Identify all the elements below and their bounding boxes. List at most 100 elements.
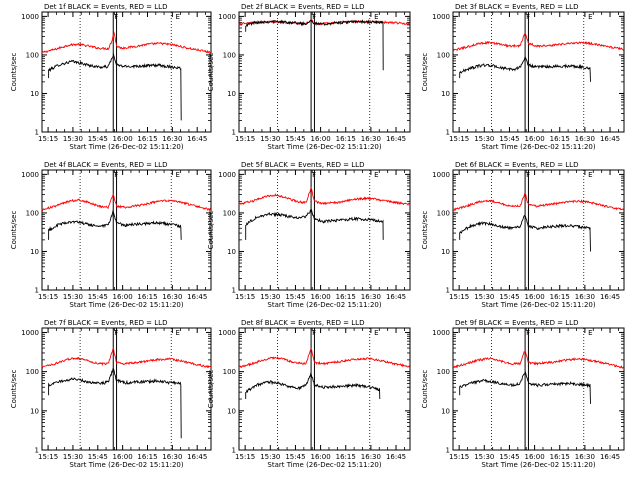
events-series-line [245, 19, 384, 71]
y-tick-label: 100 [26, 368, 39, 376]
x-tick-label: 16:00 [525, 293, 545, 301]
y-tick-label: 10 [30, 407, 39, 415]
y-tick-label: 1000 [21, 329, 39, 337]
events-series-line [245, 208, 384, 240]
x-axis-label: Start Time (26-Dec-02 15:11:20) [267, 143, 381, 151]
y-tick-label: 1000 [21, 171, 39, 179]
x-tick-label: 16:00 [311, 135, 331, 143]
x-tick-label: 15:45 [88, 293, 108, 301]
y-tick-label: 10 [30, 90, 39, 98]
plot-frame [452, 327, 625, 451]
x-tick-label: 15:15 [449, 453, 469, 461]
marker-label: E [176, 13, 180, 21]
y-tick-label: 1000 [432, 329, 450, 337]
x-tick-label: 16:00 [113, 453, 133, 461]
y-tick-label: 100 [223, 368, 236, 376]
panel-title: Det 7f BLACK = Events, RED = LLD [44, 319, 167, 327]
x-tick-label: 15:30 [474, 293, 494, 301]
events-series-line [459, 56, 591, 82]
x-tick-label: 16:45 [386, 135, 406, 143]
x-tick-label: 15:30 [63, 293, 83, 301]
plot-frame [238, 169, 411, 291]
y-tick-label: 10 [441, 248, 450, 256]
events-series-line [48, 368, 182, 439]
x-tick-label: 15:15 [235, 135, 255, 143]
x-tick-label: 16:15 [336, 453, 356, 461]
y-axis-label: Counts/sec [207, 211, 215, 250]
x-tick-label: 16:45 [600, 135, 620, 143]
x-tick-label: 16:15 [137, 135, 157, 143]
y-tick-label: 100 [26, 51, 39, 59]
x-tick-label: 15:30 [260, 293, 280, 301]
x-axis-label: Start Time (26-Dec-02 15:11:20) [481, 461, 595, 469]
x-tick-label: 15:30 [260, 135, 280, 143]
panel-title: Det 6f BLACK = Events, RED = LLD [455, 161, 578, 169]
x-axis-label: Start Time (26-Dec-02 15:11:20) [481, 143, 595, 151]
x-tick-label: 15:15 [38, 453, 58, 461]
panel-title: Det 9f BLACK = Events, RED = LLD [455, 319, 578, 327]
y-tick-label: 1 [35, 447, 39, 455]
y-axis-label: Counts/sec [10, 53, 18, 92]
y-tick-label: 100 [437, 368, 450, 376]
y-tick-label: 10 [227, 407, 236, 415]
x-tick-label: 16:30 [361, 293, 381, 301]
y-tick-label: 10 [227, 248, 236, 256]
y-tick-label: 1000 [21, 13, 39, 21]
y-tick-label: 1000 [218, 171, 236, 179]
x-axis-label: Start Time (26-Dec-02 15:11:20) [69, 461, 183, 469]
x-axis-label: Start Time (26-Dec-02 15:11:20) [69, 143, 183, 151]
marker-label: E [374, 329, 378, 337]
x-tick-label: 16:45 [386, 293, 406, 301]
marker-label: F [526, 171, 530, 179]
x-tick-label: 15:30 [474, 135, 494, 143]
x-tick-label: 16:00 [311, 453, 331, 461]
panel-title: Det 8f BLACK = Events, RED = LLD [241, 319, 364, 327]
plot-frame [452, 11, 625, 133]
marker-label: E [176, 329, 180, 337]
y-tick-label: 10 [227, 90, 236, 98]
x-tick-label: 16:15 [550, 135, 570, 143]
x-tick-label: 15:45 [285, 293, 305, 301]
panel-det-3f: Det 3f BLACK = Events, RED = LLD 1 10 100 10… [421, 3, 625, 151]
x-tick-label: 15:45 [88, 453, 108, 461]
x-tick-label: 16:15 [336, 293, 356, 301]
x-tick-label: 16:15 [550, 453, 570, 461]
marker-label: E [588, 171, 592, 179]
lld-series-line [41, 192, 212, 212]
marker-label: E [588, 13, 592, 21]
y-tick-label: 1 [232, 129, 236, 137]
x-tick-label: 16:00 [311, 293, 331, 301]
x-tick-label: 16:15 [336, 135, 356, 143]
x-tick-label: 15:15 [235, 453, 255, 461]
lld-series-line [452, 350, 625, 369]
y-tick-label: 1 [446, 129, 450, 137]
x-tick-label: 16:00 [525, 453, 545, 461]
panel-title: Det 4f BLACK = Events, RED = LLD [44, 161, 167, 169]
plot-frame [238, 11, 411, 133]
panel-det-9f: Det 9f BLACK = Events, RED = LLD 1 10 100 10… [421, 319, 625, 469]
panel-title: Det 3f BLACK = Events, RED = LLD [455, 3, 578, 11]
x-tick-label: 15:15 [235, 293, 255, 301]
x-tick-label: 16:30 [361, 135, 381, 143]
y-axis-label: Counts/sec [421, 211, 429, 250]
panel-title: Det 5f BLACK = Events, RED = LLD [241, 161, 364, 169]
panel-det-1f: Det 1f BLACK = Events, RED = LLD 1 10 100 10… [10, 3, 212, 151]
x-tick-label: 15:30 [63, 135, 83, 143]
marker-label: E [176, 171, 180, 179]
x-tick-label: 15:45 [499, 293, 519, 301]
x-axis-label: Start Time (26-Dec-02 15:11:20) [69, 301, 183, 309]
x-tick-label: 16:45 [386, 453, 406, 461]
y-tick-label: 1000 [218, 329, 236, 337]
x-tick-label: 16:30 [162, 453, 182, 461]
x-tick-label: 16:45 [187, 293, 207, 301]
y-tick-label: 100 [437, 209, 450, 217]
x-tick-label: 16:00 [113, 293, 133, 301]
marker-label: F [312, 171, 316, 179]
marker-label: F [114, 13, 118, 21]
x-tick-label: 15:15 [38, 293, 58, 301]
x-tick-label: 16:45 [187, 135, 207, 143]
lld-series-line [452, 33, 624, 52]
x-tick-label: 15:15 [449, 293, 469, 301]
marker-label: F [312, 13, 316, 21]
marker-label: F [114, 329, 118, 337]
